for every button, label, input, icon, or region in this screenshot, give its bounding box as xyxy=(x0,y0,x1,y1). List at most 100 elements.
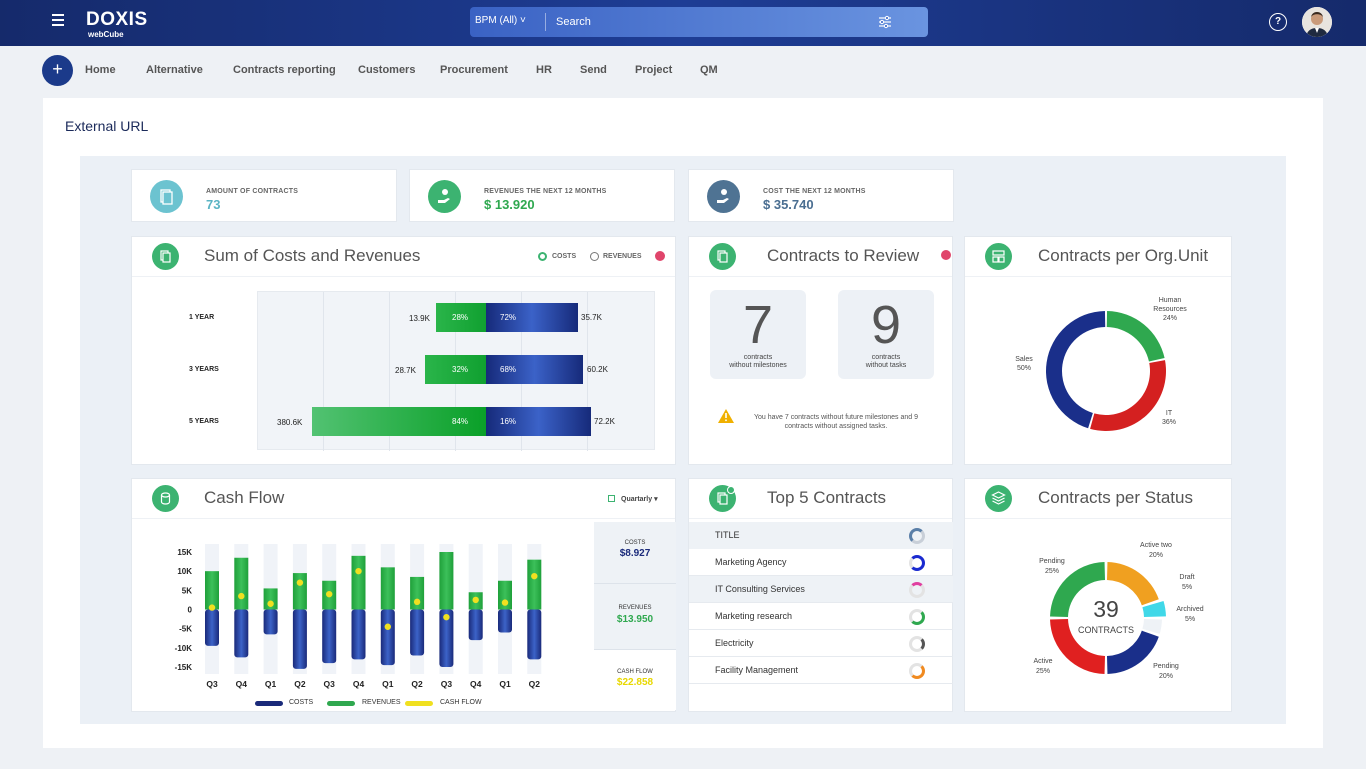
alert-dot-icon[interactable] xyxy=(655,251,665,261)
x-tick-label: Q1 xyxy=(382,679,394,689)
cashflow-point[interactable] xyxy=(531,572,538,580)
cost-bar[interactable] xyxy=(234,609,249,658)
nav-item-alternative[interactable]: Alternative xyxy=(146,64,203,76)
stat-no-milestones[interactable]: 7 contracts without milestones xyxy=(710,290,806,379)
table-row[interactable]: Facility Management xyxy=(689,657,953,684)
cost-bar[interactable] xyxy=(351,609,366,660)
cashflow-point[interactable] xyxy=(413,598,421,606)
cost-bar[interactable] xyxy=(498,609,512,633)
stat-no-tasks[interactable]: 9 contracts without tasks xyxy=(838,290,934,379)
cost-bar[interactable] xyxy=(468,609,483,641)
cashflow-point[interactable] xyxy=(384,623,391,630)
donut-slice[interactable] xyxy=(1046,311,1106,429)
table-header: TITLE xyxy=(689,522,953,549)
filter-icon[interactable] xyxy=(878,15,892,29)
cost-bar[interactable] xyxy=(486,303,578,332)
cost-bar[interactable] xyxy=(486,355,583,384)
document-icon xyxy=(709,485,736,512)
add-button[interactable]: + xyxy=(42,55,73,86)
layout-icon xyxy=(985,243,1012,270)
stat-sub: contracts xyxy=(743,354,773,361)
cost-bar[interactable] xyxy=(322,609,337,664)
kpi-value: $ 13.920 xyxy=(484,197,535,212)
cost-bar[interactable] xyxy=(205,609,219,646)
row-title: IT Consulting Services xyxy=(715,584,805,594)
revenue-bar[interactable] xyxy=(205,571,219,610)
table-row[interactable]: Marketing research xyxy=(689,603,953,630)
kpi-label: AMOUNT OF CONTRACTS xyxy=(206,188,299,195)
donut-slice[interactable] xyxy=(1142,618,1162,634)
legend-costs[interactable]: COSTS xyxy=(552,253,577,260)
checkbox-icon[interactable] xyxy=(608,495,615,502)
cost-bar[interactable] xyxy=(527,609,542,660)
x-tick-label: Q4 xyxy=(353,679,365,689)
table-row[interactable]: IT Consulting Services xyxy=(689,576,953,603)
revenue-bar[interactable] xyxy=(439,552,454,610)
table-row[interactable]: Electricity xyxy=(689,630,953,657)
cost-bar[interactable] xyxy=(486,407,591,436)
help-icon[interactable]: ? xyxy=(1269,13,1287,31)
cost-bar[interactable] xyxy=(263,609,278,635)
kpi-revenues: REVENUES THE NEXT 12 MONTHS $ 13.920 xyxy=(409,169,675,222)
hand-coin-icon xyxy=(707,180,740,213)
y-tick-label: -15K xyxy=(175,663,193,672)
cost-bar[interactable] xyxy=(292,609,307,669)
cashflow-point[interactable] xyxy=(208,604,216,611)
revenue-bar[interactable] xyxy=(410,576,425,610)
cashflow-point[interactable] xyxy=(267,600,274,607)
cashflow-point[interactable] xyxy=(443,613,450,621)
menu-icon[interactable] xyxy=(52,14,64,26)
cashflow-point[interactable] xyxy=(326,590,333,598)
cashflow-point[interactable] xyxy=(296,579,304,586)
scope-dropdown[interactable]: BPM (All) ˅ xyxy=(475,15,526,26)
y-tick-label: 15K xyxy=(177,548,192,557)
cost-bar[interactable] xyxy=(380,609,395,666)
revenue-bar[interactable] xyxy=(380,567,395,610)
cashflow-point[interactable] xyxy=(238,592,245,600)
revenue-bar[interactable] xyxy=(263,588,278,610)
donut-slice[interactable] xyxy=(1142,600,1166,618)
nav-item-send[interactable]: Send xyxy=(580,64,607,76)
stat-sub: without milestones xyxy=(729,362,787,369)
revenue-bar[interactable] xyxy=(292,573,307,610)
avatar[interactable] xyxy=(1302,7,1332,37)
donut-icon xyxy=(909,582,925,598)
table-row[interactable]: Marketing Agency xyxy=(689,549,953,576)
donut-slice[interactable] xyxy=(1106,311,1165,362)
search-input[interactable] xyxy=(556,13,856,31)
nav-item-customers[interactable]: Customers xyxy=(358,64,416,76)
nav-item-hr[interactable]: HR xyxy=(536,64,552,76)
legend-revenues[interactable]: REVENUES xyxy=(603,253,642,260)
revenue-bar[interactable] xyxy=(498,580,512,610)
revenue-bar[interactable] xyxy=(234,557,249,610)
cashflow-point[interactable] xyxy=(472,596,479,604)
cashflow-point[interactable] xyxy=(355,567,362,575)
brand-logo[interactable]: DOXIS xyxy=(86,9,148,30)
donut-slice[interactable] xyxy=(1050,618,1106,674)
alert-dot-icon[interactable] xyxy=(941,250,951,260)
cost-bar[interactable] xyxy=(439,609,454,668)
top-bar: DOXIS webCube BPM (All) ˅ ? xyxy=(0,0,1366,46)
donut-slice[interactable] xyxy=(1050,562,1106,618)
costs-radio-icon[interactable] xyxy=(538,252,547,261)
cashflow-card: Cash Flow Quartarly ▾ xyxy=(131,478,676,712)
card-title: Contracts per Status xyxy=(1038,488,1193,507)
revenue-bar[interactable] xyxy=(436,303,486,332)
nav-item-home[interactable]: Home xyxy=(85,64,116,76)
nav-item-procurement[interactable]: Procurement xyxy=(440,64,508,76)
revenue-bar[interactable] xyxy=(312,407,486,436)
revenue-bar[interactable] xyxy=(527,559,542,610)
revenues-radio-icon[interactable] xyxy=(590,252,599,261)
cashflow-point[interactable] xyxy=(501,599,509,606)
donut-slice[interactable] xyxy=(1090,360,1166,431)
nav-item-contracts-reporting[interactable]: Contracts reporting xyxy=(233,64,336,76)
nav-item-qm[interactable]: QM xyxy=(700,64,718,76)
revenue-bar[interactable] xyxy=(425,355,486,384)
nav-item-project[interactable]: Project xyxy=(635,64,673,76)
period-dropdown[interactable]: Quartarly ▾ xyxy=(621,496,658,503)
donut-slice[interactable] xyxy=(1106,630,1159,674)
revenue-bar[interactable] xyxy=(351,555,366,610)
cost-bar[interactable] xyxy=(410,609,425,656)
donut-slice[interactable] xyxy=(1106,562,1159,606)
search-divider xyxy=(545,13,546,31)
